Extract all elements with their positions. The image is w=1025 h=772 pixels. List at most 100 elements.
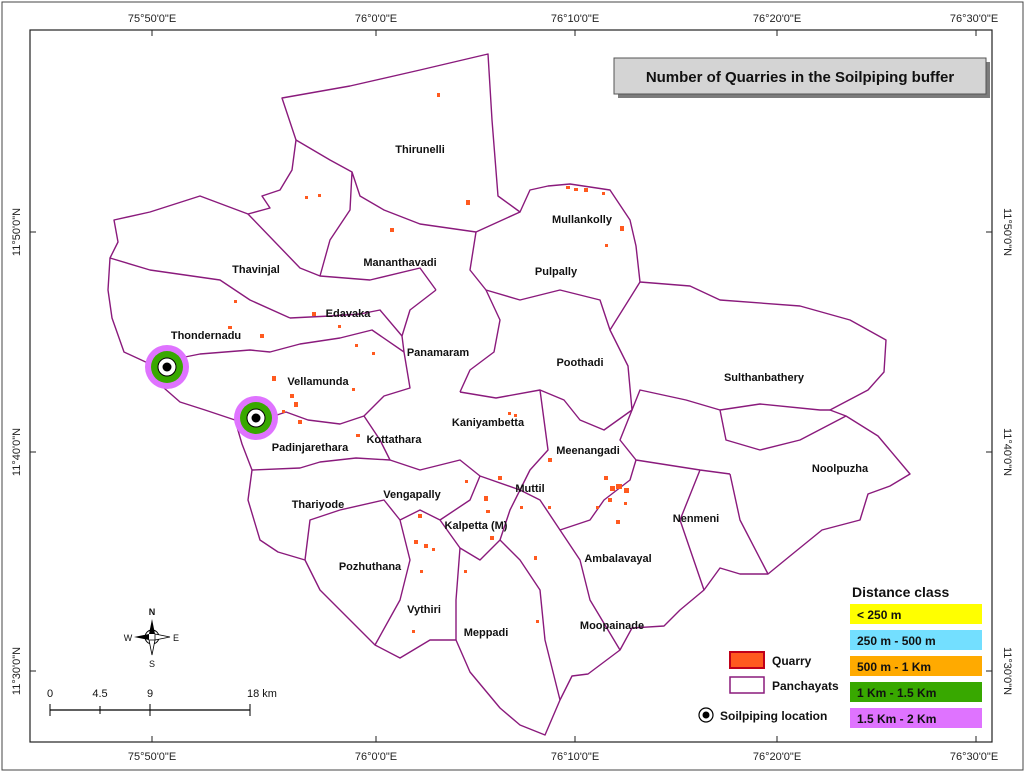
quarry-point bbox=[616, 520, 620, 524]
quarry-point bbox=[548, 506, 551, 509]
panchayat-label: Thondernadu bbox=[171, 330, 241, 342]
panchayat-label: Vellamunda bbox=[287, 376, 349, 388]
quarry-point bbox=[624, 502, 627, 505]
panchayat-label: Mananthavadi bbox=[363, 257, 436, 269]
legend-swatch bbox=[850, 656, 982, 676]
quarry-point bbox=[355, 344, 358, 347]
north-label: N bbox=[149, 607, 156, 617]
distance-legend-title: Distance class bbox=[852, 584, 949, 600]
quarry-point bbox=[418, 514, 422, 518]
panchayat-label: Kalpetta (M) bbox=[445, 520, 508, 532]
soilpiping-buffer bbox=[145, 345, 189, 389]
panchayat-label: Kaniyambetta bbox=[452, 417, 525, 429]
panchayat-label: Panamaram bbox=[407, 347, 470, 359]
quarry-point bbox=[620, 226, 624, 231]
coord-right-label: 11°40'0"N bbox=[1001, 428, 1013, 476]
panchayat-label: Sulthanbathery bbox=[724, 372, 805, 384]
map-title: Number of Quarries in the Soilpiping buf… bbox=[646, 69, 955, 86]
district-outline bbox=[107, 53, 911, 736]
coord-top-label: 75°50'0"E bbox=[128, 13, 176, 25]
panchayat-legend-label: Panchayats bbox=[772, 679, 839, 693]
quarry-legend-swatch bbox=[729, 651, 765, 669]
quarry-point bbox=[486, 510, 490, 513]
panchayat-label: Moopainade bbox=[580, 620, 644, 632]
quarry-point bbox=[514, 414, 517, 417]
quarry-point bbox=[508, 412, 511, 415]
quarry-points bbox=[228, 93, 629, 633]
feature-legend: Quarry Panchayats Soilpiping location bbox=[698, 651, 839, 723]
panchayat-label: Thariyode bbox=[292, 499, 345, 511]
panchayat-label: Pulpally bbox=[535, 266, 578, 278]
scale-label: 4.5 bbox=[92, 688, 107, 700]
coord-left-label: 11°50'0"N bbox=[11, 208, 23, 256]
panchayat-label: Vythiri bbox=[407, 604, 441, 616]
quarry-point bbox=[464, 570, 467, 573]
scale-bar: 0 4.5 9 18 km bbox=[47, 688, 277, 716]
coord-left-label: 11°30'0"N bbox=[11, 647, 23, 695]
quarry-point bbox=[372, 352, 375, 355]
legend-class-label: 250 m - 500 m bbox=[857, 634, 936, 648]
scale-label: 9 bbox=[147, 688, 153, 700]
south-label: S bbox=[149, 659, 155, 669]
panchayat-label: Padinjarethara bbox=[272, 442, 349, 454]
legend-swatch bbox=[850, 708, 982, 728]
quarry-point bbox=[420, 570, 423, 573]
quarry-point bbox=[290, 394, 294, 398]
quarry-point bbox=[272, 376, 276, 381]
panchayat-label: Poothadi bbox=[556, 357, 603, 369]
quarry-point bbox=[602, 192, 605, 195]
coord-top-label: 76°0'0"E bbox=[355, 13, 397, 25]
panchayat-legend-swatch bbox=[729, 676, 765, 694]
quarry-point bbox=[424, 544, 428, 548]
panchayat-label: Thavinjal bbox=[232, 264, 280, 276]
legend-class-label: 500 m - 1 Km bbox=[857, 660, 931, 674]
quarry-point bbox=[616, 484, 622, 489]
legend-swatch bbox=[850, 604, 982, 624]
coord-bottom-label: 76°0'0"E bbox=[355, 751, 397, 763]
quarry-point bbox=[305, 196, 308, 199]
coord-bottom-label: 76°10'0"E bbox=[551, 751, 599, 763]
quarry-point bbox=[520, 506, 523, 509]
quarry-point bbox=[548, 458, 552, 462]
quarry-point bbox=[318, 194, 321, 197]
legend-swatch bbox=[850, 630, 982, 650]
scale-label: 0 bbox=[47, 688, 53, 700]
quarry-point bbox=[338, 325, 341, 328]
quarry-point bbox=[534, 556, 537, 560]
quarry-point bbox=[536, 620, 539, 623]
quarry-point bbox=[605, 244, 608, 247]
panchayat-label: Nenmeni bbox=[673, 513, 719, 525]
coord-top-label: 76°20'0"E bbox=[753, 13, 801, 25]
map-title-box: Number of Quarries in the Soilpiping buf… bbox=[613, 57, 990, 98]
coord-top-label: 76°10'0"E bbox=[551, 13, 599, 25]
quarry-point bbox=[294, 402, 298, 407]
quarry-point bbox=[566, 186, 570, 189]
panchayat-label: Noolpuzha bbox=[812, 463, 869, 475]
quarry-point bbox=[608, 498, 612, 502]
quarry-point bbox=[498, 476, 502, 480]
quarry-point bbox=[352, 388, 355, 391]
quarry-point bbox=[465, 480, 468, 483]
panchayat-label: Pozhuthana bbox=[339, 561, 402, 573]
quarry-point bbox=[484, 496, 488, 501]
panchayat-label: Vengapally bbox=[383, 489, 441, 501]
quarry-point bbox=[437, 93, 440, 97]
quarry-legend-label: Quarry bbox=[772, 654, 812, 668]
quarry-point bbox=[282, 410, 285, 413]
legend-class-label: 1 Km - 1.5 Km bbox=[857, 686, 936, 700]
coord-bottom-label: 76°20'0"E bbox=[753, 751, 801, 763]
east-label: E bbox=[173, 633, 179, 643]
quarry-point bbox=[228, 326, 232, 329]
panchayat-label: Mullankolly bbox=[552, 214, 613, 226]
soilpiping-legend-label: Soilpiping location bbox=[720, 709, 827, 723]
coord-right-label: 11°50'0"N bbox=[1001, 208, 1013, 256]
quarry-point bbox=[574, 188, 578, 191]
quarry-point bbox=[234, 300, 237, 303]
legend-swatch bbox=[850, 682, 982, 702]
quarry-point bbox=[604, 476, 608, 480]
quarry-point bbox=[390, 228, 394, 232]
quarry-point bbox=[432, 548, 435, 551]
legend-class-label: 1.5 Km - 2 Km bbox=[857, 712, 936, 726]
map-frame bbox=[29, 29, 993, 743]
